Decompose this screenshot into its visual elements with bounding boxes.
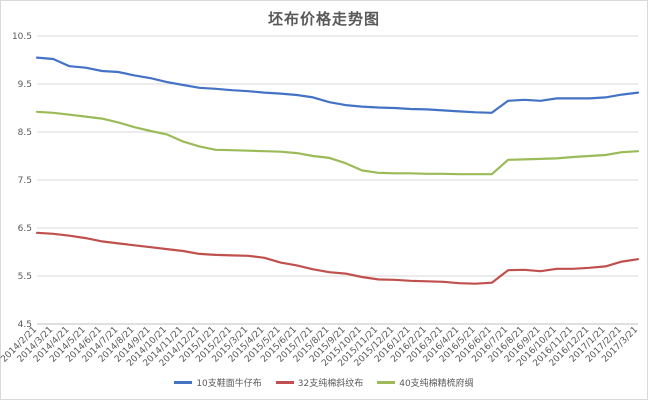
legend-swatch (275, 381, 294, 384)
legend-label: 40支纯棉精梳府绸 (399, 379, 474, 389)
y-tick-label: 6.5 (18, 224, 32, 234)
series-line-1 (35, 56, 640, 114)
y-tick-label: 9.5 (18, 80, 32, 90)
legend-swatch (377, 381, 396, 384)
y-tick-label: 5.5 (18, 272, 32, 282)
legend-label: 10支鞋面牛仔布 (196, 379, 262, 389)
legend-item-3: 40支纯棉精梳府绸 (377, 376, 474, 389)
legend-label: 32支纯棉斜纹布 (297, 379, 364, 389)
legend-item-2: 32支纯棉斜纹布 (275, 376, 364, 389)
chart-title: 坯布价格走势图 (267, 10, 380, 28)
y-tick-label: 10.5 (12, 32, 32, 42)
series-line-3 (35, 110, 640, 176)
y-tick-label: 8.5 (18, 128, 32, 138)
legend-swatch (174, 381, 193, 384)
y-tick-label: 7.5 (18, 176, 32, 186)
y-tick-label: 4.5 (18, 320, 32, 330)
series-line-2 (35, 231, 640, 285)
legend-item-1: 10支鞋面牛仔布 (174, 376, 262, 389)
chart-legend: 10支鞋面牛仔布 32支纯棉斜纹布 40支纯棉精梳府绸 (0, 376, 648, 389)
